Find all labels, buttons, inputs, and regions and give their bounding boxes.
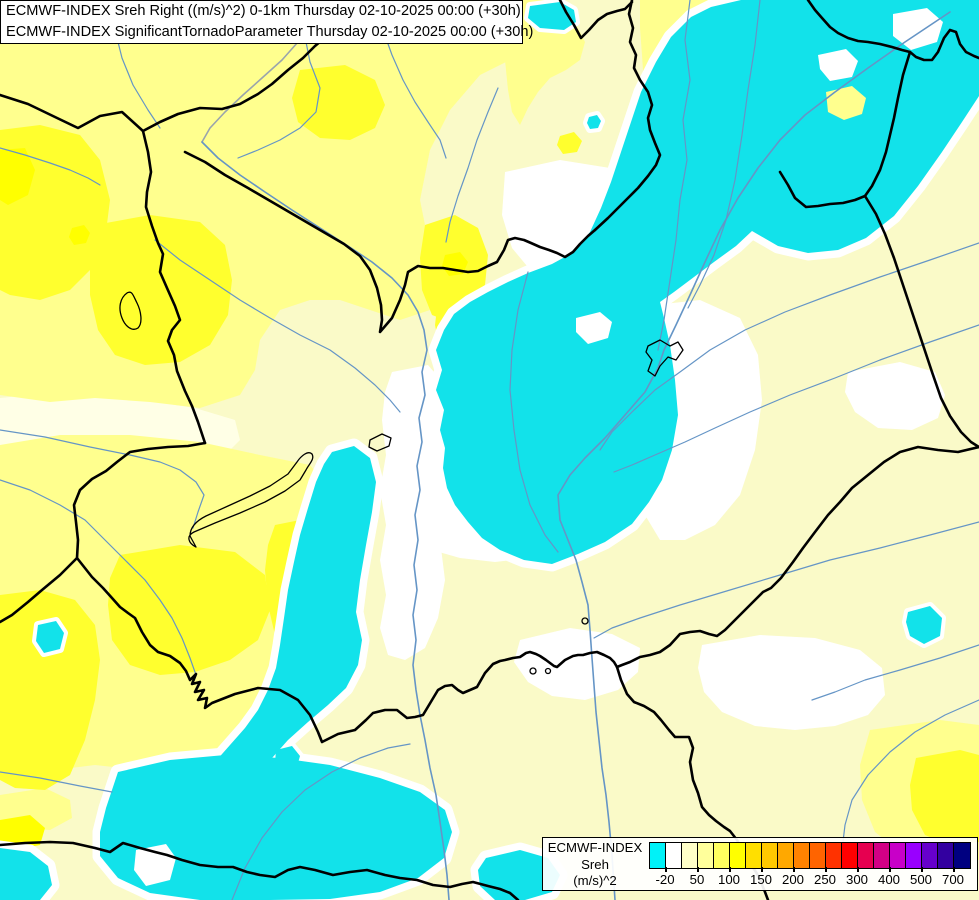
border-croatia-hungary [75,556,619,744]
legend-tick-label: 500 [909,872,933,887]
legend-tick-mark [921,867,923,872]
legend-color-cell [666,843,682,868]
legend-color-cell [810,843,826,868]
legend-tick-mark [697,867,699,872]
legend-color-cell [906,843,922,868]
legend-color-cell [826,843,842,868]
legend-title-line-1: ECMWF-INDEX [547,840,643,855]
legend-color-cell [714,843,730,868]
legend-color-cell [842,843,858,868]
lake-tisza-outline [645,339,684,377]
yellow-pure-spots [0,148,468,850]
legend-color-cell [682,843,698,868]
legend-tick-mark [857,867,859,872]
legend-title-line-3: (m/s)^2 [573,873,617,888]
legend-tick-mark [953,867,955,872]
border-slovakia-hungary [183,150,597,334]
legend-tick-labels: -20 50 100 150 200 250 300 400 500 700 [649,867,969,889]
cyan-region-northeast-central [436,0,979,564]
legend-color-cell [922,843,938,868]
legend-tick-label: -20 [655,872,675,887]
legend-tick-mark [729,867,731,872]
legend-tick-label: 400 [877,872,901,887]
legend-color-cell [938,843,954,868]
map-title-line-1: ECMWF-INDEX Sreh Right ((m/s)^2) 0-1km T… [6,3,521,19]
legend-tick-label: 150 [749,872,773,887]
legend-tick-mark [825,867,827,872]
lakes [119,291,684,675]
legend-tick-label: 100 [717,872,741,887]
legend-color-cell [746,843,762,868]
legend-tick-label: 300 [845,872,869,887]
legend-color-cell [650,843,666,868]
legend-color-cell [874,843,890,868]
legend-tick-mark [793,867,795,872]
legend-tick-mark [761,867,763,872]
border-romania-hungary [615,445,979,669]
lake-velence-outline [368,433,392,452]
legend-tick-label: 250 [813,872,837,887]
legend-color-cell [778,843,794,868]
legend-color-cell [762,843,778,868]
legend-color-cell [890,843,906,868]
lake-ferto-outline [119,291,142,330]
legend-colorbar [649,842,971,869]
cyan-region-south [100,755,452,900]
legend-color-cell [858,843,874,868]
legend-title-line-2: Sreh [581,856,609,872]
border-austria-hungary [141,129,207,445]
legend-tick-label: 200 [781,872,805,887]
map-title-box: ECMWF-INDEX Sreh Right ((m/s)^2) 0-1km T… [0,0,534,44]
legend-color-cell [954,843,970,868]
legend-color-cell [698,843,714,868]
legend-tick-mark [665,867,667,872]
map-title-line-2: ECMWF-INDEX SignificantTornadoParameter … [6,24,534,40]
river-tisza [557,11,951,900]
legend-box: ECMWF-INDEX Sreh (m/s)^2 -20 50 100 150 200 2… [542,837,978,891]
legend-tick-label: 700 [941,872,965,887]
cyan-region-balaton-band [205,446,376,800]
legend-tick-mark [889,867,891,872]
legend-color-cell [794,843,810,868]
legend-tick-label: 50 [689,872,705,887]
lake-balaton-outline [188,452,314,548]
legend-title: ECMWF-INDEX Sreh (m/s)^2 [543,840,647,890]
legend-color-cell [730,843,746,868]
